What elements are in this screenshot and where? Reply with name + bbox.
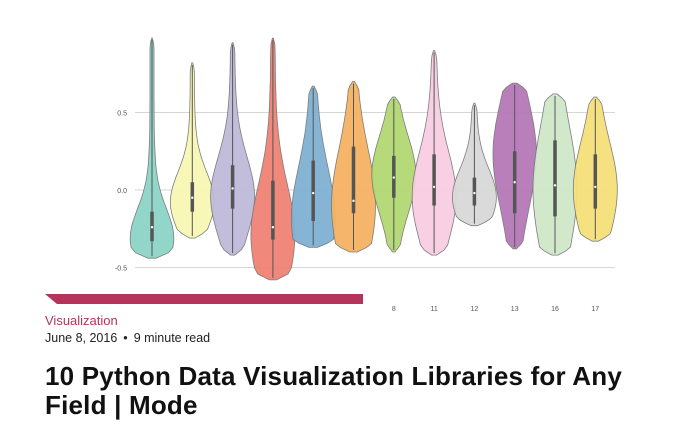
violin-median [352, 199, 355, 203]
read-time: 9 minute read [133, 331, 211, 345]
violin-median [473, 191, 476, 195]
violin-median [312, 191, 315, 195]
y-tick-label: -0.5 [115, 266, 127, 273]
x-tick-label: 13 [511, 306, 519, 313]
violin-median [191, 196, 194, 199]
article-meta: June 8, 2016 • 9 minute read [45, 331, 210, 345]
category-link[interactable]: Visualization [45, 313, 118, 328]
accent-bar [45, 294, 363, 304]
violin-median [432, 185, 436, 189]
violin-median [513, 181, 516, 184]
violin-median [150, 226, 154, 229]
y-tick-label: 0.0 [117, 188, 127, 195]
x-tick-label: 11 [430, 306, 437, 313]
violin-plot-hero-image[interactable]: 0.5 0.0 -0.5 8 11 12 13 16 17 [0, 0, 687, 320]
x-tick-label: 12 [471, 306, 479, 313]
violin-median [392, 176, 395, 179]
y-tick-label: 0.5 [117, 111, 127, 118]
article-title[interactable]: 10 Python Data Visualization Libraries f… [45, 361, 623, 420]
violin-median [271, 226, 275, 229]
x-tick-label: 8 [392, 306, 396, 313]
x-tick-label: 16 [551, 306, 559, 313]
violin-median [231, 187, 234, 190]
violin-median [594, 185, 597, 189]
x-tick-label: 17 [591, 306, 599, 313]
violin-median [553, 184, 557, 187]
separator-dot: • [123, 331, 128, 345]
publish-date: June 8, 2016 [45, 331, 118, 345]
